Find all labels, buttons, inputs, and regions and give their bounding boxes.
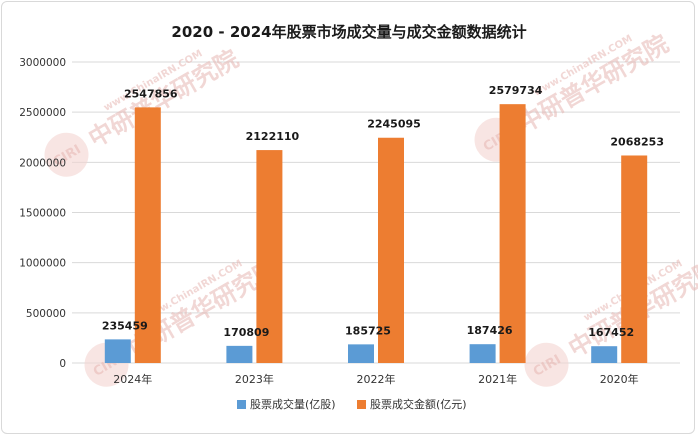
data-label: 2547856: [124, 87, 178, 100]
bar-amount: [378, 137, 404, 363]
data-label: 167452: [588, 326, 634, 339]
x-tick-label: 2022年: [357, 372, 396, 386]
y-tick-label: 3000000: [19, 57, 66, 69]
y-tick-label: 0: [59, 358, 66, 370]
y-tick-label: 500000: [26, 308, 66, 320]
bar-volume: [226, 345, 253, 363]
bar-volume: [104, 339, 131, 363]
data-labels: 235459 2547856 170809 2122110 185725 2245095 1…: [102, 84, 664, 339]
gridlines: [72, 61, 680, 364]
data-label: 170809: [223, 326, 269, 339]
legend-swatch-amount: [357, 400, 366, 409]
legend-label-amount: 股票成交金额(亿元): [370, 397, 467, 411]
y-axis: 0 500000 1000000 1500000 2000000 2500000 30000…: [19, 57, 66, 370]
bar-volume: [348, 344, 374, 363]
legend-label-volume: 股票成交量(亿股): [250, 397, 336, 411]
data-label: 2068253: [610, 135, 664, 148]
legend-swatch-volume: [237, 400, 246, 409]
bar-amount: [499, 104, 526, 363]
bar-amount: [256, 150, 283, 363]
bar-volume: [469, 344, 496, 363]
x-tick-label: 2020年: [600, 372, 639, 386]
y-tick-label: 2500000: [19, 107, 66, 119]
data-label: 2122110: [246, 130, 300, 143]
y-tick-label: 1500000: [19, 208, 66, 220]
bar-amount: [134, 107, 161, 363]
data-label: 2579734: [489, 84, 543, 97]
y-tick-label: 2000000: [19, 157, 66, 169]
x-tick-label: 2021年: [478, 372, 517, 386]
data-label: 185725: [345, 324, 391, 337]
watermark-logo-circle: [44, 132, 89, 177]
x-tick-label: 2023年: [235, 372, 274, 386]
watermark-logo-circle: [524, 342, 569, 387]
y-tick-label: 1000000: [19, 258, 66, 270]
bar-volume: [591, 346, 618, 363]
x-tick-label: 2024年: [113, 372, 152, 386]
data-label: 187426: [467, 324, 513, 337]
bar-amount: [621, 155, 648, 363]
bars: [104, 104, 648, 363]
x-axis: 2024年 2023年 2022年 2021年 2020年: [113, 372, 638, 386]
data-label: 2245095: [367, 118, 421, 131]
chart-title: 2020 - 2024年股票市场成交量与成交金额数据统计: [171, 23, 526, 41]
data-label: 235459: [102, 319, 148, 332]
legend: 股票成交量(亿股) 股票成交金额(亿元): [237, 397, 467, 411]
